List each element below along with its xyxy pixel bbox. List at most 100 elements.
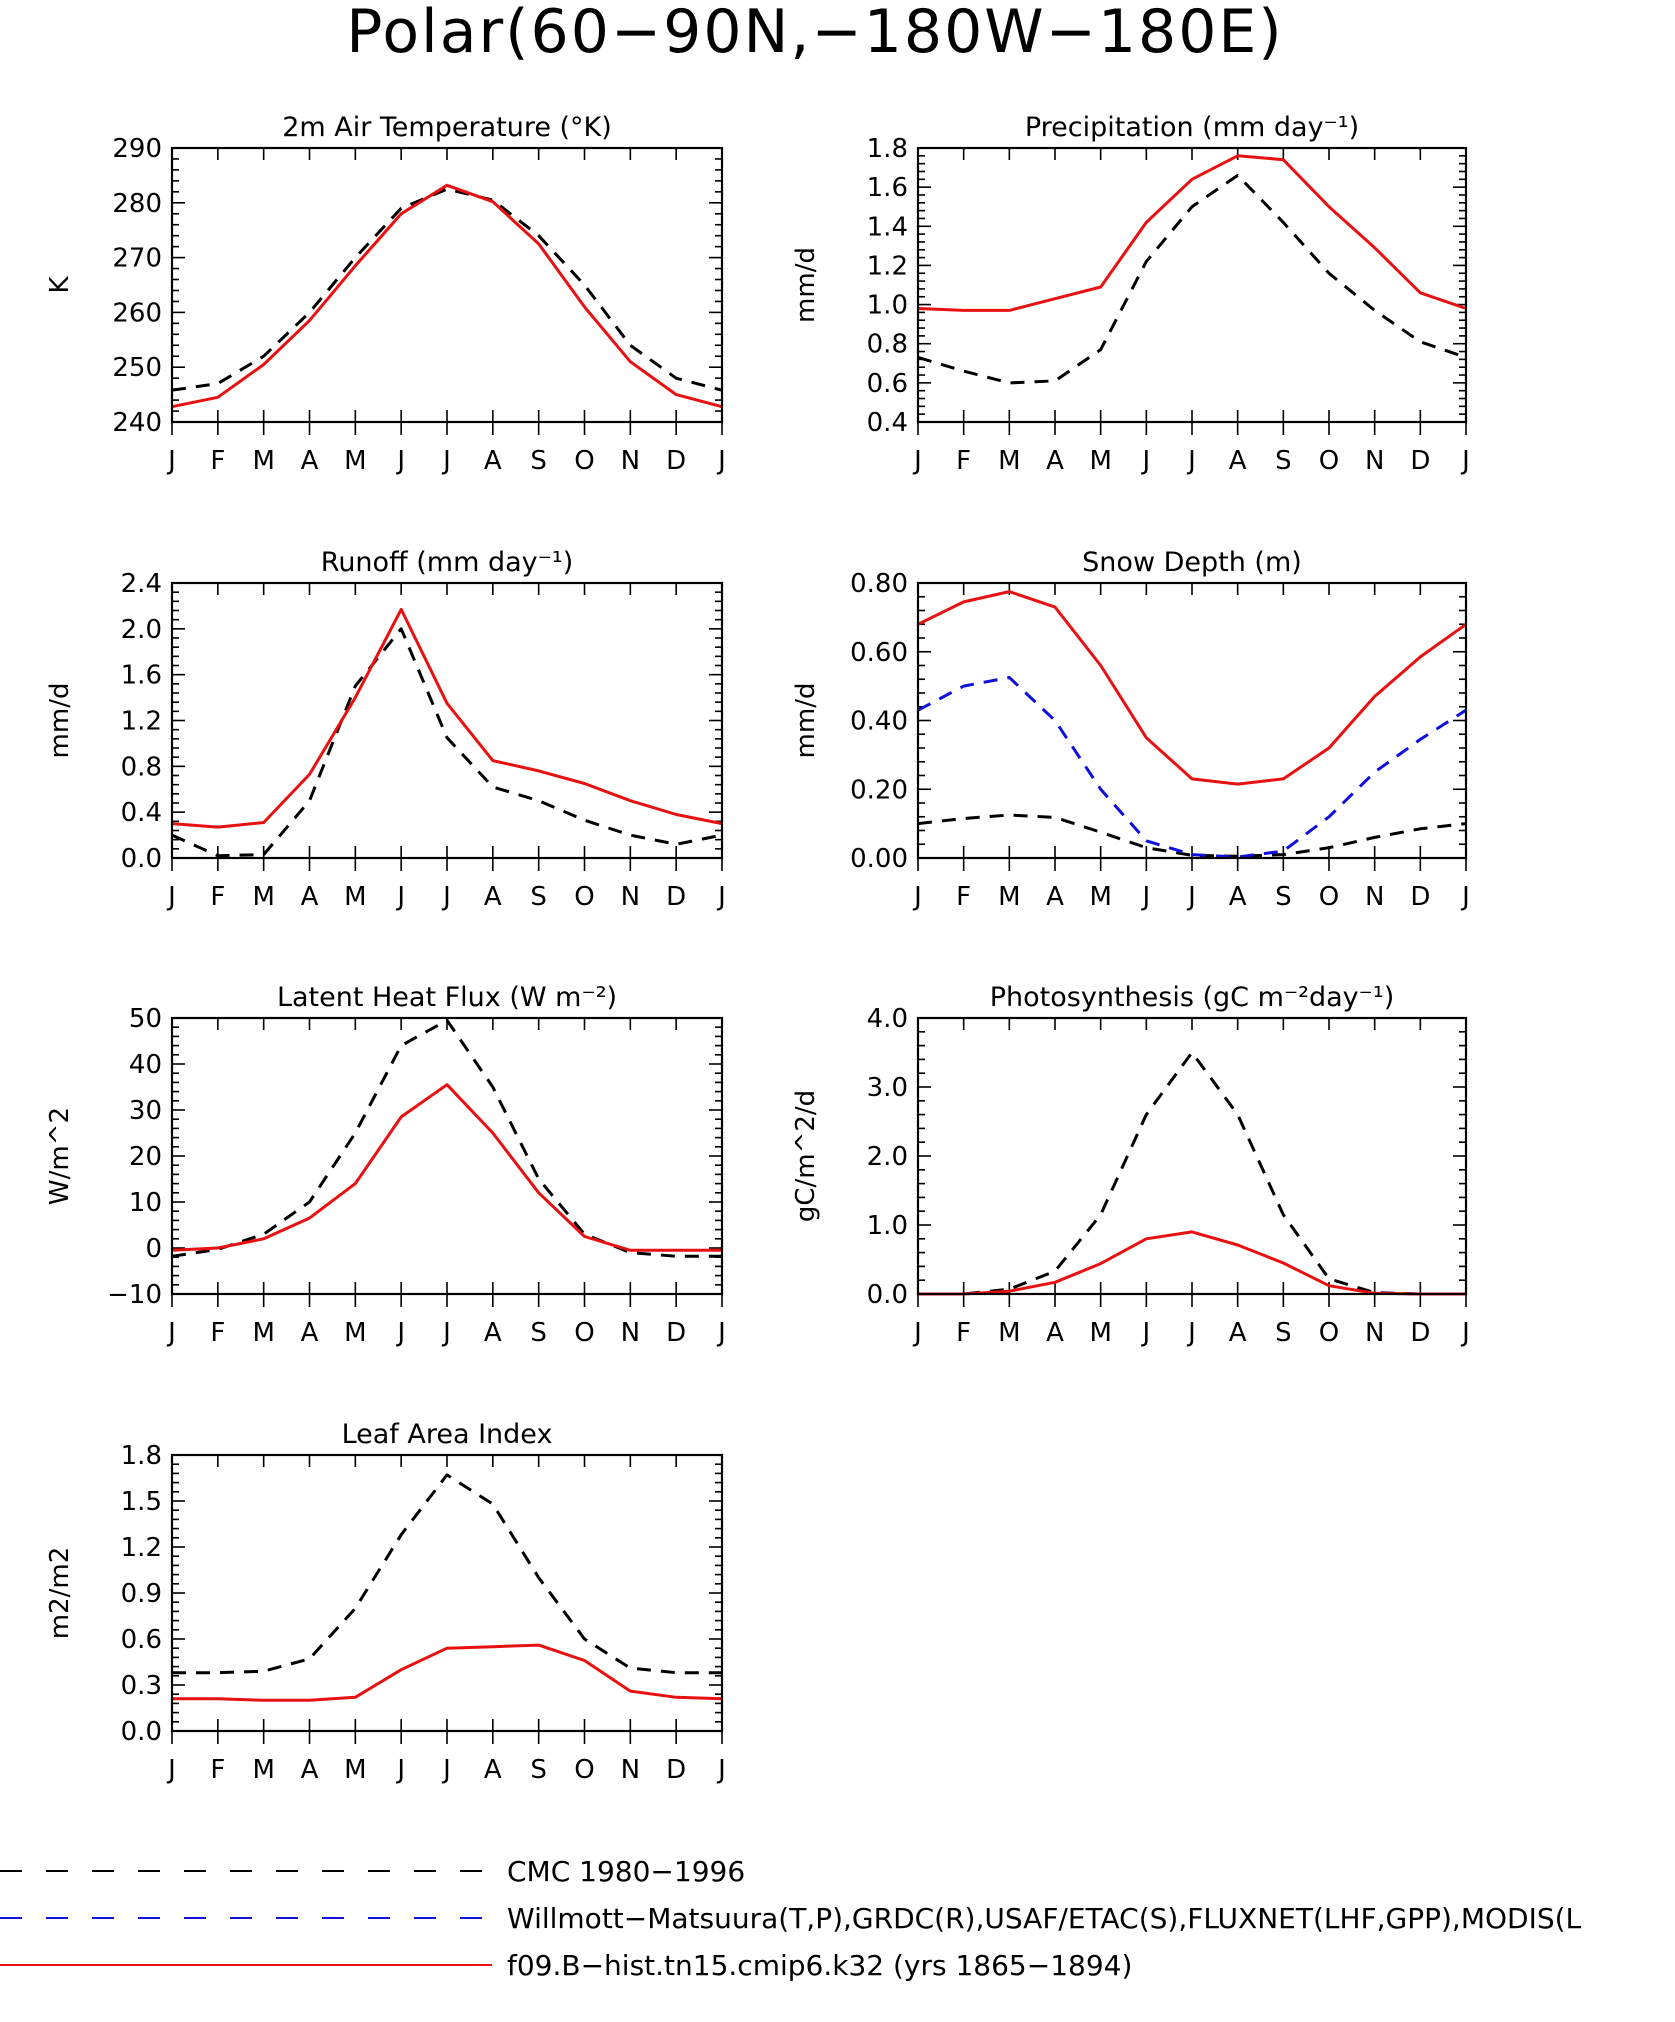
x-tick-label: M: [344, 882, 366, 912]
x-tick-label: S: [530, 1318, 547, 1348]
panel-title: Runoff (mm day⁻¹): [321, 547, 573, 578]
x-tick-label: F: [210, 1755, 225, 1785]
y-tick-label: 1.8: [867, 134, 908, 164]
y-tick-label: 1.0: [867, 291, 908, 321]
series-line-cmc-1980-1996: [171, 187, 723, 392]
x-tick-label: J: [395, 1755, 405, 1785]
y-tick-label: 50: [129, 1004, 162, 1034]
y-tick-label: 250: [112, 353, 162, 383]
plot-frame: [916, 581, 1468, 860]
y-tick-label: 1.4: [867, 212, 908, 242]
series-line-cmc-1980-1996: [917, 173, 1467, 385]
x-tick-label: J: [441, 1318, 451, 1348]
plot-frame: [170, 1453, 724, 1733]
plot-frame: [170, 581, 724, 860]
y-tick-label: 0.40: [850, 707, 908, 737]
panel-title: Photosynthesis (gC m⁻²day⁻¹): [990, 982, 1394, 1013]
y-tick-label: 0.6: [121, 1625, 162, 1655]
x-tick-label: J: [166, 1755, 176, 1785]
y-tick-label: 2.0: [121, 615, 162, 645]
y-tick-label: 20: [129, 1142, 162, 1172]
series-line-cmc-1980-1996: [918, 1051, 1466, 1296]
x-tick-label: A: [301, 882, 319, 912]
x-tick-label: J: [716, 1755, 726, 1785]
panel-title: 2m Air Temperature (°K): [282, 112, 612, 143]
x-tick-label: N: [1365, 882, 1384, 912]
x-tick-label: O: [1319, 882, 1339, 912]
y-tick-label: 0.0: [121, 844, 162, 874]
panel-title: Leaf Area Index: [342, 1419, 553, 1450]
y-tick-label: 0.00: [850, 844, 908, 874]
x-tick-label: J: [1186, 446, 1196, 476]
series-line-f09-b-hist-tn15-cmip6-k32-yrs-: [917, 154, 1467, 312]
y-axis-label: mm/d: [791, 683, 821, 759]
y-tick-label: 1.6: [121, 661, 162, 691]
x-tick-label: J: [1460, 446, 1470, 476]
x-tick-label: M: [252, 882, 274, 912]
y-tick-label: 1.6: [867, 173, 908, 203]
x-tick-label: M: [998, 1318, 1020, 1348]
y-tick-label: 280: [112, 189, 162, 219]
x-tick-label: J: [1186, 1318, 1196, 1348]
x-tick-label: J: [912, 882, 922, 912]
x-tick-label: A: [1229, 1318, 1247, 1348]
series-line-cmc-1980-1996: [171, 627, 723, 858]
y-tick-label: 0.8: [867, 330, 908, 360]
x-tick-label: M: [344, 1318, 366, 1348]
series-line-f09-b-hist-tn15-cmip6-k32-yrs-: [171, 1083, 722, 1252]
chart-panel-latent-heat-flux-w-m: Latent Heat Flux (W m⁻²) W/m^2 −10 0 10 20 30 4…: [45, 982, 726, 1348]
x-tick-label: F: [956, 882, 971, 912]
x-tick-label: O: [1319, 446, 1339, 476]
y-tick-label: 1.5: [121, 1487, 162, 1517]
x-tick-label: J: [395, 882, 405, 912]
x-tick-label: M: [998, 882, 1020, 912]
y-tick-label: 30: [129, 1096, 162, 1126]
y-tick-label: 1.8: [121, 1441, 162, 1471]
x-tick-label: D: [666, 1318, 686, 1348]
x-tick-label: D: [1410, 446, 1430, 476]
series-line-f09-b-hist-tn15-cmip6-k32-yrs-: [171, 607, 723, 829]
chart-panel-2m-air-temperature-k: 2m Air Temperature (°K) K 240 250 260 270 280 2…: [45, 112, 726, 476]
x-tick-label: J: [395, 1318, 405, 1348]
y-tick-label: 40: [129, 1050, 162, 1080]
plot-frame: [170, 1016, 724, 1296]
x-tick-label: N: [1365, 446, 1384, 476]
x-tick-label: N: [1365, 1318, 1384, 1348]
x-tick-label: O: [1319, 1318, 1339, 1348]
x-tick-label: M: [1089, 882, 1111, 912]
legend-label: f09.B−hist.tn15.cmip6.k32 (yrs 1865−1894…: [507, 1949, 1132, 1982]
x-tick-label: D: [1410, 1318, 1430, 1348]
series-line-willmott-matsuura-t-p-grdc-r-u: [917, 676, 1467, 859]
x-tick-label: J: [166, 1318, 176, 1348]
x-tick-label: J: [395, 446, 405, 476]
chart-panel-runoff-mm-day: Runoff (mm day⁻¹) mm/d 0.0 0.4 0.8 1.2 1.6 2.0 2…: [45, 547, 726, 912]
x-tick-label: A: [301, 1755, 319, 1785]
plot-frame: [916, 1016, 1468, 1296]
chart-panel-photosynthesis-gc-m-day: Photosynthesis (gC m⁻²day⁻¹) gC/m^2/d 0.0 1…: [791, 982, 1470, 1348]
x-tick-label: A: [1229, 882, 1247, 912]
y-axis-label: mm/d: [45, 683, 75, 759]
y-tick-label: 260: [112, 298, 162, 328]
series-line-cmc-1980-1996: [172, 1473, 722, 1675]
x-tick-label: A: [484, 882, 502, 912]
x-tick-label: A: [301, 1318, 319, 1348]
y-axis-label: K: [45, 276, 75, 294]
y-tick-label: 1.2: [867, 251, 908, 281]
y-tick-label: 0.80: [850, 569, 908, 599]
x-tick-label: J: [441, 882, 451, 912]
y-tick-label: 1.2: [121, 707, 162, 737]
x-tick-label: O: [574, 1318, 594, 1348]
x-tick-label: J: [441, 1755, 451, 1785]
x-tick-label: A: [484, 1755, 502, 1785]
y-tick-label: 2.4: [121, 569, 162, 599]
series-line-f09-b-hist-tn15-cmip6-k32-yrs-: [171, 183, 723, 409]
x-tick-label: O: [574, 446, 594, 476]
chart-legend: CMC 1980−1996 Willmott−Matsuura(T,P),GRDC…: [0, 1855, 1582, 1982]
panel-title: Snow Depth (m): [1082, 547, 1302, 578]
y-tick-label: 3.0: [867, 1073, 908, 1103]
x-tick-label: N: [621, 1755, 640, 1785]
y-tick-label: 0.4: [121, 798, 162, 828]
series-line-f09-b-hist-tn15-cmip6-k32-yrs-: [172, 1643, 723, 1702]
x-tick-label: M: [998, 446, 1020, 476]
